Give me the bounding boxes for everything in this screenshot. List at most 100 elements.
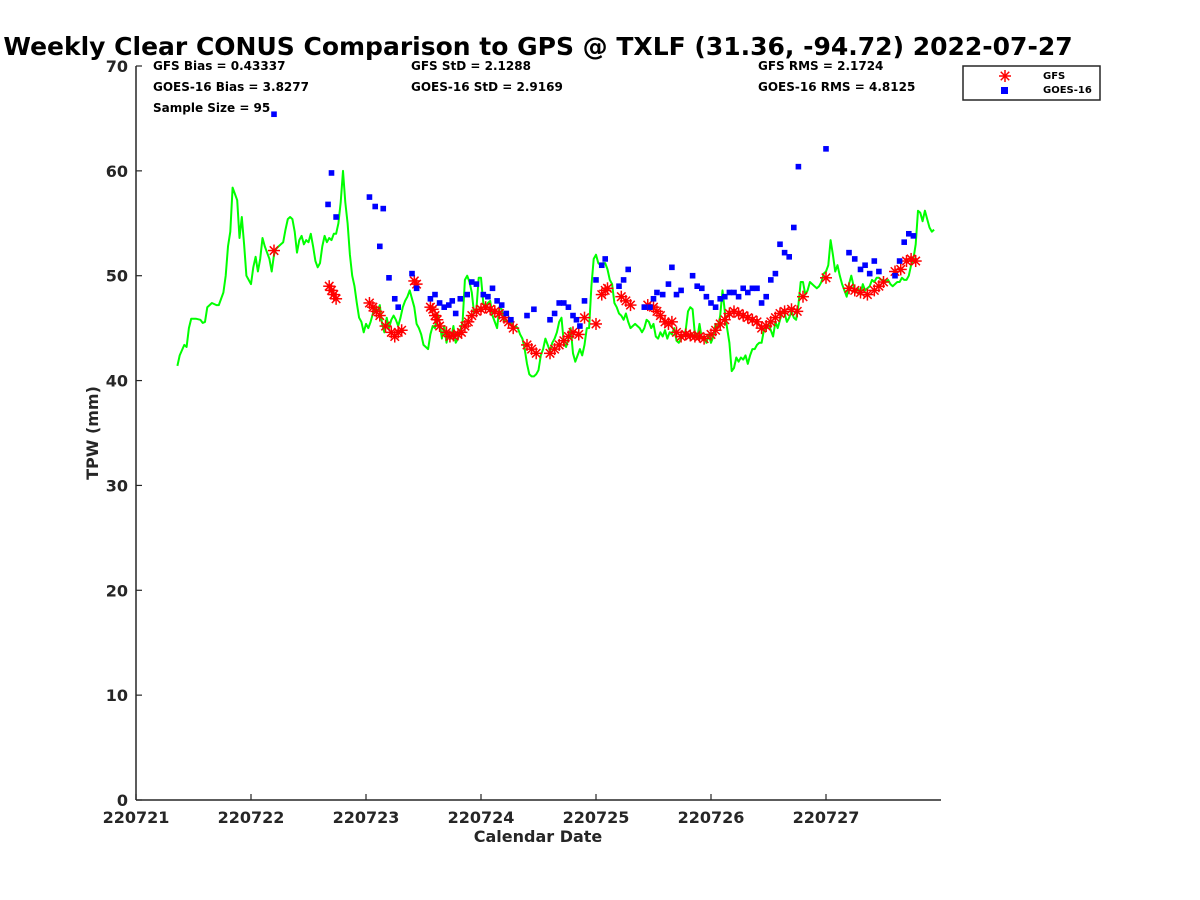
goes-point — [577, 323, 583, 329]
goes-point — [457, 295, 464, 302]
goes-point — [708, 300, 714, 306]
goes-point — [892, 272, 898, 279]
goes-point — [763, 293, 769, 300]
goes-point — [427, 295, 434, 302]
gfs-point — [268, 244, 280, 257]
legend-gfs-asterisk — [999, 70, 1011, 82]
goes-point — [910, 233, 917, 239]
gfs-point — [572, 328, 585, 341]
goes-point — [446, 302, 452, 308]
goes-point — [745, 289, 751, 296]
goes-point — [786, 254, 792, 260]
goes-point — [768, 277, 774, 283]
goes-point — [777, 241, 783, 248]
goes-point — [413, 285, 420, 292]
goes-point — [551, 310, 558, 317]
goes-point — [758, 300, 765, 306]
goes-point — [654, 289, 660, 296]
goes-point — [862, 262, 868, 269]
goes-point — [325, 201, 331, 208]
goes-point — [508, 316, 514, 323]
gfs-point — [894, 263, 907, 276]
goes-point — [449, 298, 456, 304]
legend-goes-marker — [1001, 87, 1008, 94]
plot-area — [176, 111, 935, 378]
goes-point — [489, 285, 496, 292]
stat-gfs-bias: GFS Bias = 0.43337 — [153, 59, 285, 73]
goes-point — [464, 291, 470, 298]
gfs-point — [709, 324, 722, 337]
goes-point — [556, 300, 562, 306]
goes-point — [380, 205, 387, 212]
goes-point — [901, 239, 907, 245]
goes-point — [722, 293, 728, 300]
gfs-point — [665, 315, 678, 328]
goes-point — [689, 272, 696, 279]
goes-point — [547, 316, 553, 323]
goes-point — [333, 214, 339, 220]
chart-title: Weekly Clear CONUS Comparison to GPS @ T… — [3, 32, 1072, 61]
y-axis-ticks: 0 10 20 30 40 50 60 70 — [106, 57, 142, 810]
goes-point — [452, 310, 459, 317]
y-tick-label: 60 — [106, 162, 128, 181]
stat-goes-rms: GOES-16 RMS = 4.8125 — [758, 80, 915, 94]
goes-point — [570, 312, 576, 319]
goes-point — [906, 230, 912, 237]
goes-point — [531, 306, 537, 313]
gfs-point — [431, 313, 444, 326]
gfs-point — [791, 305, 804, 318]
goes-point — [395, 304, 401, 310]
gfs-point — [462, 315, 475, 328]
gfs-point — [578, 311, 591, 324]
goes-point — [740, 285, 746, 292]
x-tick-label: 220725 — [563, 808, 630, 827]
goes-point — [717, 295, 723, 302]
goes-point — [441, 304, 447, 310]
goes-point — [593, 277, 599, 283]
goes-point — [377, 243, 383, 250]
goes-point — [391, 295, 398, 302]
goes-point — [602, 256, 608, 262]
goes-point — [694, 283, 700, 289]
y-tick-label: 70 — [106, 57, 128, 76]
gfs-point — [624, 299, 637, 312]
goes-point — [581, 298, 588, 304]
stat-gfs-rms: GFS RMS = 2.1724 — [758, 59, 883, 73]
goes-point — [871, 258, 878, 264]
goes-point — [598, 262, 605, 269]
goes-point — [573, 316, 580, 323]
goes-point — [328, 170, 335, 176]
gfs-point — [909, 255, 922, 268]
legend-gfs-marker — [999, 70, 1011, 82]
gfs-point — [330, 292, 343, 305]
goes-point — [561, 300, 567, 306]
goes-point — [386, 275, 392, 281]
goes-point — [494, 298, 500, 304]
y-tick-label: 0 — [117, 791, 128, 810]
legend-box — [962, 65, 1101, 101]
gfs-point — [820, 271, 832, 284]
goes-point — [731, 289, 737, 296]
gfs-point — [433, 320, 446, 333]
goes-point — [857, 266, 864, 273]
gfs-point — [877, 276, 890, 289]
gfs-point — [797, 290, 809, 303]
goes-point — [432, 291, 438, 298]
goes-point — [754, 285, 760, 292]
goes-point — [372, 203, 378, 210]
x-axis-label: Calendar Date — [474, 827, 603, 846]
goes-point — [791, 224, 797, 231]
legend: GFS GOES-16 — [962, 65, 1101, 101]
goes-point — [616, 283, 622, 289]
goes-point — [485, 293, 491, 300]
x-axis-ticks: 220721 220722 220723 220724 220725 220726 2207… — [103, 794, 859, 827]
gfs-point — [698, 332, 711, 345]
goes-point — [795, 163, 802, 170]
goes-point — [620, 277, 627, 283]
gfs-point — [392, 326, 405, 339]
y-tick-label: 40 — [106, 372, 128, 391]
goes-point — [699, 285, 705, 292]
goes-point — [271, 111, 277, 118]
x-tick-label: 220723 — [333, 808, 400, 827]
goes-point — [625, 266, 631, 273]
